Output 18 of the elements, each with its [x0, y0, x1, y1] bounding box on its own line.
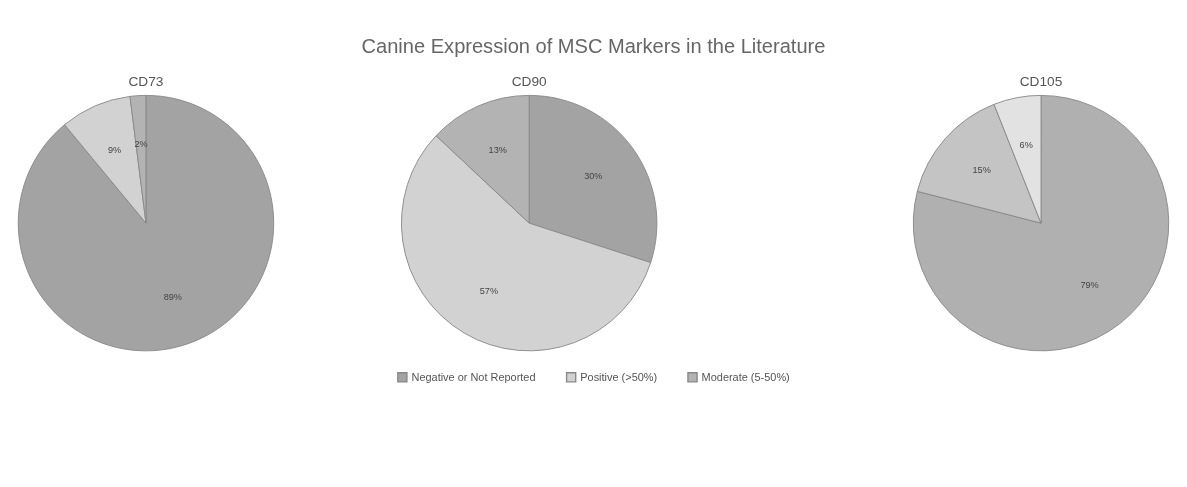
pie-slice: [17, 94, 275, 352]
legend-label: Moderate (5-50%): [701, 370, 790, 383]
chart-title: CD105: [1019, 74, 1063, 90]
legend-label: Positive (>50%): [580, 370, 658, 383]
chart-title: CD73: [128, 74, 164, 90]
data-label: 30%: [584, 171, 603, 182]
data-label: 89%: [163, 292, 182, 303]
legend-label: Negative or Not Reported: [411, 370, 536, 383]
data-label: 57%: [479, 286, 498, 297]
data-label: 9%: [107, 145, 122, 156]
data-label: 2%: [134, 138, 148, 149]
data-label: 13%: [488, 145, 507, 156]
data-label: 6%: [1019, 140, 1033, 151]
data-label: 15%: [972, 165, 991, 176]
chart-title: CD90: [511, 74, 548, 90]
pie-slice: [912, 94, 1170, 352]
text: Canine Expression of MSC Markers in the Literature: [361, 34, 826, 57]
data-label: 79%: [1080, 280, 1099, 291]
